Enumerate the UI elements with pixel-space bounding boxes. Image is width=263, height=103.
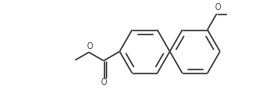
Text: O: O: [214, 3, 220, 12]
Text: O: O: [100, 78, 107, 87]
Text: O: O: [86, 42, 93, 51]
